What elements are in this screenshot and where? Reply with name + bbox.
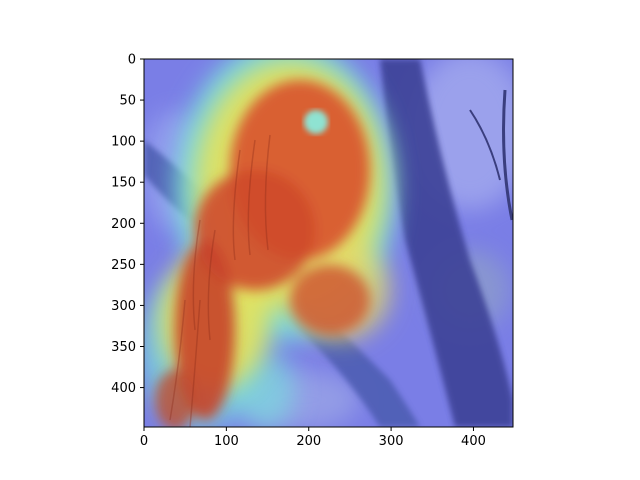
y-tick-label: 200 — [111, 217, 136, 232]
y-tick-label: 300 — [111, 299, 136, 314]
x-tick-label: 400 — [461, 434, 486, 449]
x-tick-label: 0 — [140, 434, 148, 449]
y-tick-label: 100 — [111, 135, 136, 150]
y-tick-label: 250 — [111, 258, 136, 273]
x-axis: 0 100 200 300 400 — [140, 427, 486, 449]
y-tick-label: 50 — [119, 94, 136, 109]
heatmap-image — [144, 59, 513, 427]
y-tick-label: 350 — [111, 340, 136, 355]
x-tick-label: 300 — [379, 434, 404, 449]
x-tick-label: 200 — [296, 434, 321, 449]
y-tick-label: 400 — [111, 381, 136, 396]
x-tick-label: 100 — [214, 434, 239, 449]
axes-frame — [143, 58, 514, 428]
y-axis: 0 50 100 150 200 250 300 350 400 — [111, 53, 144, 396]
y-tick-label: 150 — [111, 176, 136, 191]
y-tick-label: 0 — [128, 53, 136, 68]
